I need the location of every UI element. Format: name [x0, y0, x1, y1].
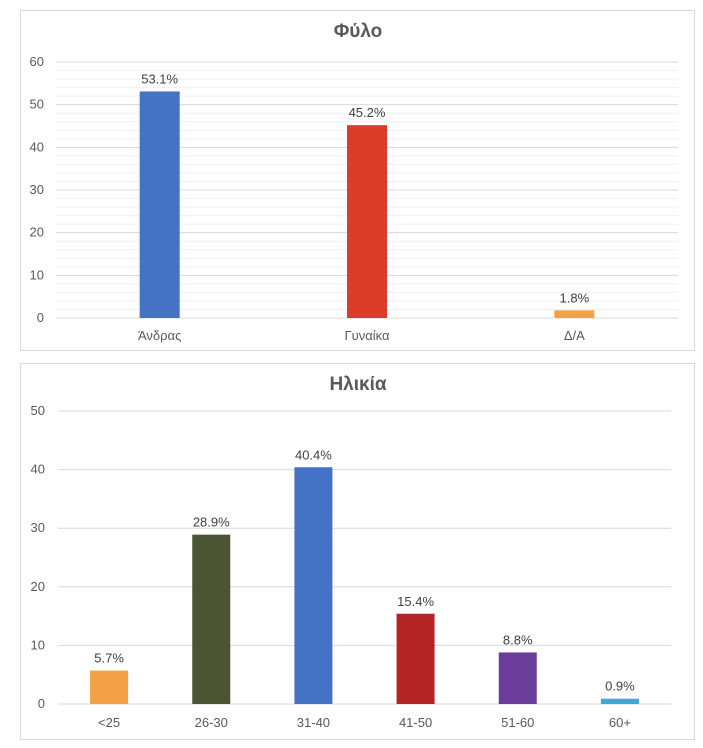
y-tick-label: 0 — [38, 696, 45, 711]
bar — [192, 534, 231, 704]
data-label: 1.8% — [560, 290, 590, 305]
chart-title: Ηλικία — [329, 374, 386, 395]
y-tick-label: 50 — [30, 97, 44, 112]
data-label: 15.4% — [397, 594, 434, 609]
gender-chart-panel: Φύλο 0 10 20 30 40 50 60 53.1% Άνδρας 45.2% Γυναίκ… — [20, 10, 695, 351]
bar — [600, 698, 639, 704]
y-tick-label: 20 — [30, 225, 44, 240]
y-tick-label: 0 — [37, 310, 44, 325]
bar — [396, 613, 435, 704]
category-label: 51-60 — [501, 715, 534, 730]
y-tick-label: 10 — [31, 637, 45, 652]
bar — [139, 91, 180, 318]
category-label: Δ/Α — [564, 328, 585, 343]
data-label: 28.9% — [193, 515, 230, 530]
gender-chart: Φύλο 0 10 20 30 40 50 60 53.1% Άνδρας 45.2% Γυναίκ… — [30, 21, 678, 343]
y-tick-label: 40 — [30, 139, 44, 154]
category-label: 26-30 — [195, 715, 228, 730]
category-label: 31-40 — [297, 715, 330, 730]
y-tick-label: 20 — [31, 579, 45, 594]
category-label: 60+ — [609, 715, 631, 730]
bar — [498, 652, 537, 704]
age-chart: Ηλικία 0 10 20 30 40 50 5.7% <25 28.9% 26-30 40.4%… — [31, 374, 671, 730]
age-chart-panel: Ηλικία 0 10 20 30 40 50 5.7% <25 28.9% 26-30 40.4%… — [20, 363, 695, 740]
y-tick-label: 30 — [30, 182, 44, 197]
category-label: 41-50 — [399, 715, 432, 730]
y-tick-label: 10 — [30, 267, 44, 282]
bar — [90, 670, 129, 704]
data-label: 5.7% — [94, 651, 124, 666]
category-label: Άνδρας — [138, 328, 181, 343]
y-tick-label: 60 — [30, 54, 44, 69]
data-label: 40.4% — [295, 447, 332, 462]
y-tick-label: 30 — [31, 520, 45, 535]
y-tick-label: 50 — [31, 403, 45, 418]
category-label: <25 — [98, 715, 120, 730]
bar — [347, 125, 387, 318]
y-tick-label: 40 — [31, 462, 45, 477]
bar — [554, 310, 595, 318]
data-label: 0.9% — [605, 679, 635, 694]
category-label: Γυναίκα — [344, 328, 390, 343]
chart-title: Φύλο — [334, 21, 383, 42]
data-label: 53.1% — [141, 71, 178, 86]
data-label: 8.8% — [503, 632, 533, 647]
data-label: 45.2% — [349, 105, 386, 120]
bar — [294, 467, 333, 704]
